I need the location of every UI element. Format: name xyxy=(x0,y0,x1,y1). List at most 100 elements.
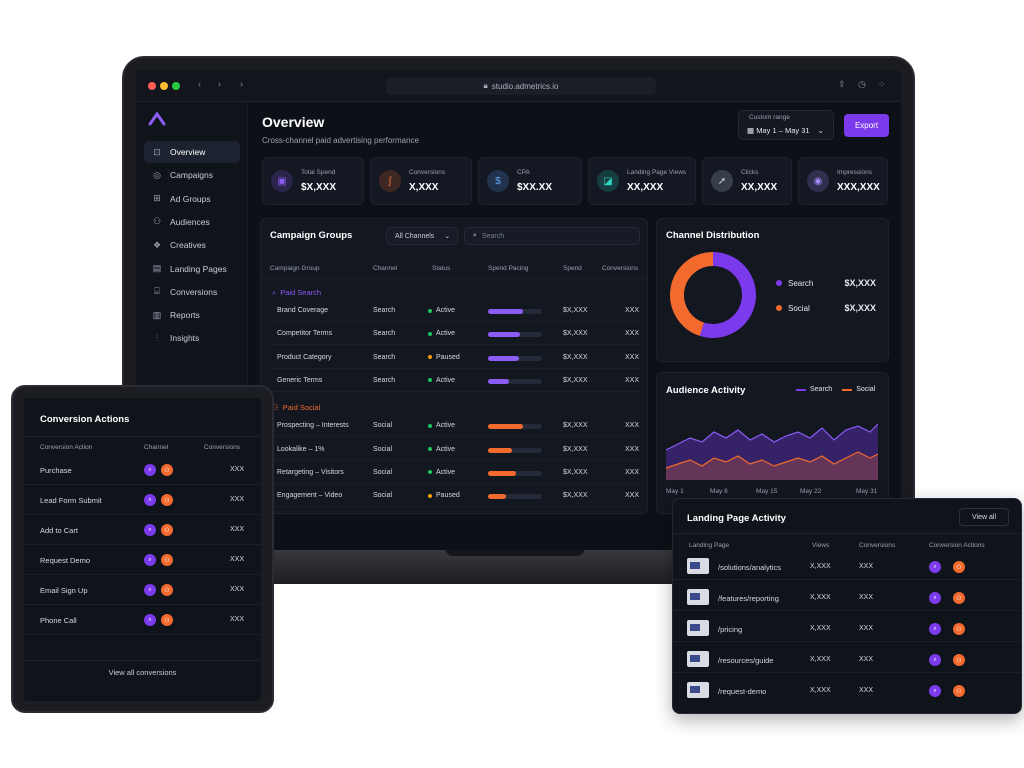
sidebar-item-conversions[interactable]: ⌸ Conversions xyxy=(144,281,240,303)
share-icon[interactable]: ⇪ xyxy=(838,79,846,89)
campaign-spend: $X,XXX xyxy=(563,307,588,314)
col-spend: Spend xyxy=(563,265,582,272)
landing-page-path[interactable]: /request-demo xyxy=(718,687,767,696)
overview-icon: ⊡ xyxy=(153,146,161,157)
landing-page-conversions: XXX xyxy=(859,563,874,570)
minimize-window-button[interactable] xyxy=(160,82,168,90)
thumbnail-graphic xyxy=(690,624,700,631)
insights-icon: ⫶ xyxy=(155,332,159,343)
landing-page-views: X,XXX xyxy=(810,563,831,570)
landing-page-activity-card: Landing Page Activity View all Landing P… xyxy=(672,498,1022,714)
spend-pacing-bar xyxy=(488,424,542,430)
thumbnail-graphic xyxy=(690,686,700,693)
legend-item-search: Search $X,XXX xyxy=(776,278,876,288)
address-bar[interactable]: 🔒︎ studio.admetrics.io xyxy=(386,77,656,95)
sidebar-item-overview[interactable]: ⊡ Overview xyxy=(144,141,240,163)
conversion-action-name[interactable]: Phone Call xyxy=(40,616,77,625)
extensions-icon[interactable]: ⁘ xyxy=(878,79,886,89)
sidebar-item-ad-groups[interactable]: ⊞ Ad Groups xyxy=(144,188,240,210)
campaign-name[interactable]: Competitor Terms xyxy=(277,330,333,338)
campaigns-icon: ◎ xyxy=(153,169,161,180)
landing-page-path[interactable]: /solutions/analytics xyxy=(718,563,781,572)
sidebar-item-audiences[interactable]: ⚇ Audiences xyxy=(144,211,240,233)
kpi-label: Conversions xyxy=(409,169,446,176)
page-thumbnail xyxy=(687,651,709,667)
campaign-search-input[interactable]: ⌕ Search xyxy=(464,227,640,245)
campaign-channel: Search xyxy=(373,353,396,361)
social-channel-icon: ⚇ xyxy=(953,654,965,666)
sidebar-item-reports[interactable]: ▥ Reports xyxy=(144,304,240,326)
app-logo[interactable] xyxy=(148,111,166,131)
conversion-action-name[interactable]: Purchase xyxy=(40,466,72,475)
back-icon[interactable]: ‹ xyxy=(198,79,201,89)
sidebar-item-insights[interactable]: ⫶ Insights xyxy=(144,327,240,349)
spend-pacing-fill xyxy=(488,309,524,314)
channel-distribution-panel xyxy=(656,218,889,362)
conversion-action-name[interactable]: Request Demo xyxy=(40,556,91,565)
social-channel-icon: ⚇ xyxy=(953,623,965,635)
date-range-picker[interactable]: Custom range ▦ May 1 – May 31 ⌄ xyxy=(738,110,834,140)
page-title: Overview xyxy=(262,114,325,130)
export-button[interactable]: Export xyxy=(844,114,889,137)
landing-page-views: X,XXX xyxy=(810,656,831,663)
campaign-name[interactable]: Product Category xyxy=(277,353,332,361)
donut-slice-search xyxy=(699,252,756,338)
date-range-value: May 1 – May 31 xyxy=(756,126,810,135)
campaign-spend: $X,XXX xyxy=(563,422,588,430)
landing-page-conversions: XXX xyxy=(859,625,874,632)
status-dot xyxy=(428,447,432,451)
conversion-action-name[interactable]: Add to Cart xyxy=(40,526,78,535)
chevron-right-icon[interactable]: › xyxy=(240,79,243,89)
social-channel-icon: ⚇ xyxy=(953,592,965,604)
sidebar-item-campaigns[interactable]: ◎ Campaigns xyxy=(144,164,240,186)
landing-page-path[interactable]: /pricing xyxy=(718,625,743,634)
x-tick-label: May 8 xyxy=(710,488,728,495)
search-channel-icon: ⌕ xyxy=(144,584,156,596)
row-divider xyxy=(270,390,640,392)
kpi-card: ◉ Impressions XXX,XXX xyxy=(798,157,888,205)
search-channel-icon: ⌕ xyxy=(929,592,941,604)
sidebar-item-creatives[interactable]: ❖ Creatives xyxy=(144,234,240,256)
page-thumbnail xyxy=(687,682,709,698)
status-dot xyxy=(428,470,432,475)
sidebar-item-landing-pages[interactable]: ▤ Landing Pages xyxy=(144,258,240,280)
landing-page-path[interactable]: /features/reporting xyxy=(718,594,779,603)
search-legend-swatch xyxy=(796,388,806,391)
kpi-card: $ CPA $XX.XX xyxy=(478,157,582,205)
kpi-label: Landing Page Views xyxy=(627,169,687,176)
group-paid-search[interactable]: ⌕ Paid Search xyxy=(272,288,321,298)
search-area xyxy=(666,424,878,480)
landing-page-path[interactable]: /resources/guide xyxy=(718,656,774,665)
campaign-name[interactable]: Generic Terms xyxy=(277,376,323,384)
forward-icon[interactable]: › xyxy=(218,79,221,89)
campaign-status: Active xyxy=(428,377,455,384)
date-range-label: Custom range xyxy=(749,114,790,121)
col-campaign-group: Campaign Group xyxy=(270,265,320,272)
campaign-name[interactable]: Brand Coverage xyxy=(277,307,328,314)
search-icon: ⌕ xyxy=(272,288,277,297)
search-channel-icon: ⌕ xyxy=(929,623,941,635)
page-subtitle: Cross-channel paid advertising performan… xyxy=(262,136,419,145)
wallet-icon: ▣ xyxy=(271,170,293,192)
maximize-window-button[interactable] xyxy=(172,82,180,90)
channel-filter-select[interactable]: All Channels ⌄ xyxy=(386,227,458,245)
campaign-spend: $X,XXX xyxy=(563,353,588,361)
spend-pacing-fill xyxy=(488,494,507,500)
campaign-name[interactable]: Retargeting – Visitors xyxy=(277,468,344,476)
status-text: Active xyxy=(436,468,456,476)
campaign-conversions: XXX xyxy=(625,376,640,384)
x-tick-label: May 15 xyxy=(756,488,778,495)
campaign-name[interactable]: Prospecting – Interests xyxy=(277,422,349,430)
campaign-name[interactable]: Engagement – Video xyxy=(277,492,343,500)
campaign-name[interactable]: Lookalike – 1% xyxy=(277,445,325,453)
group-paid-social[interactable]: ⚇ Paid Social xyxy=(272,403,320,412)
close-window-button[interactable] xyxy=(148,82,156,90)
view-all-conversions-link[interactable]: View all conversions xyxy=(108,668,177,677)
row-divider xyxy=(24,634,261,635)
conversion-action-name[interactable]: Email Sign Up xyxy=(40,586,88,595)
row-divider xyxy=(270,506,640,508)
view-all-button[interactable]: View all xyxy=(959,508,1009,526)
campaign-conversions: XXX xyxy=(625,445,640,453)
history-icon[interactable]: ◷ xyxy=(858,79,866,89)
conversion-action-name[interactable]: Lead Form Submit xyxy=(40,496,102,505)
